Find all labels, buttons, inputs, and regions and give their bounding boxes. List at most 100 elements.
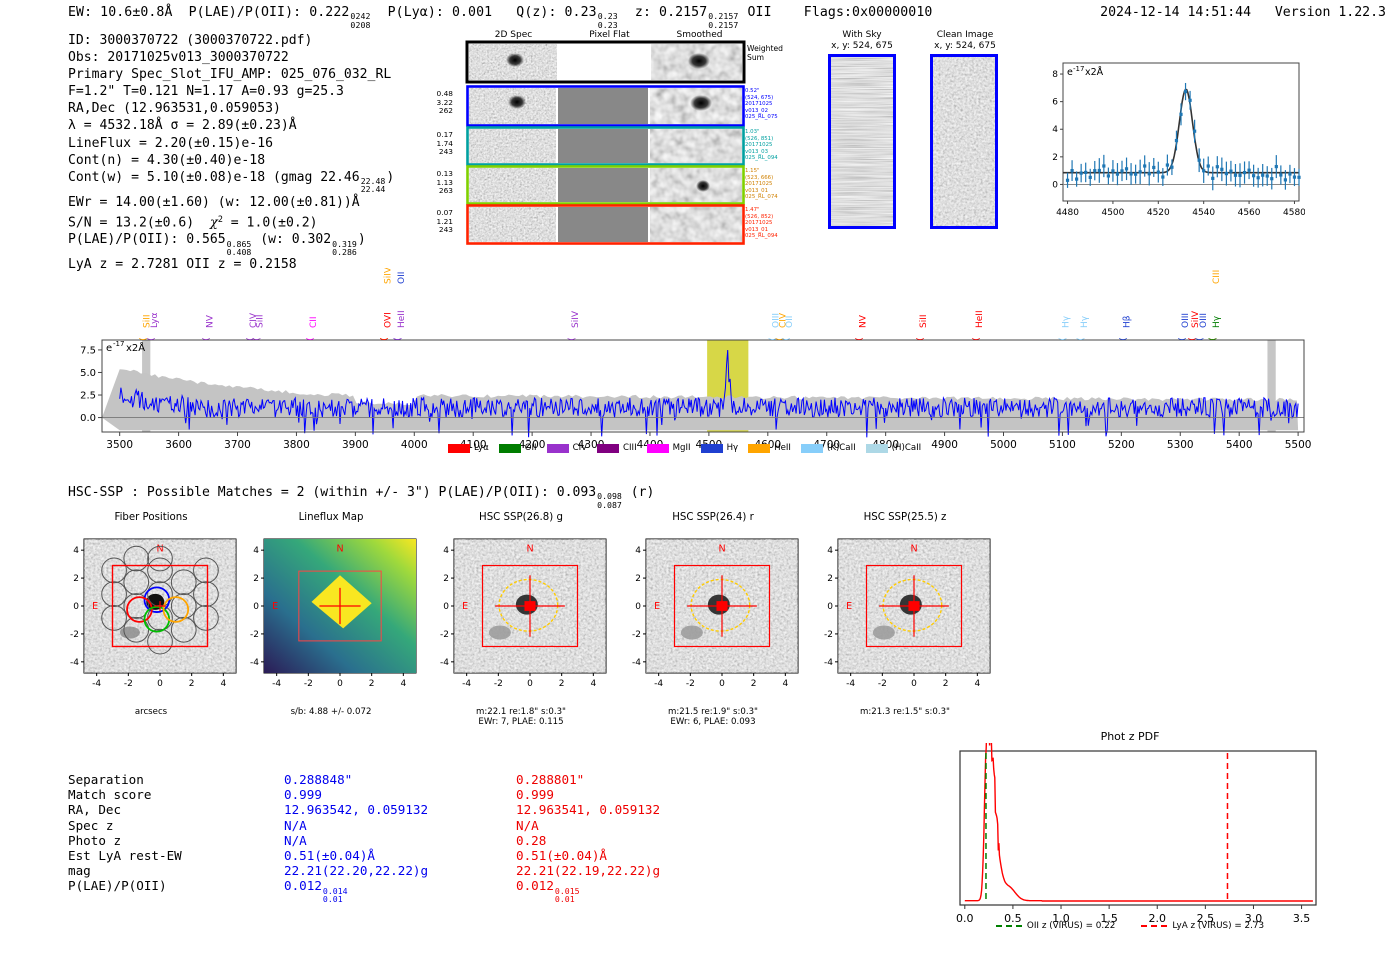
legend-label: MgII: [672, 443, 691, 453]
legend-item-hcaii: (H)CaII: [865, 443, 922, 453]
legend-label: (H)CaII: [891, 443, 922, 453]
svg-text:-4: -4: [440, 658, 449, 668]
svg-text:(: (: [782, 337, 792, 341]
header-flags: Flags:0x00000010: [803, 5, 933, 20]
svg-text:CIV: CIV: [779, 312, 789, 328]
svg-text:2.5: 2.5: [80, 391, 96, 402]
lineflux-map-title: Lineflux Map: [298, 512, 364, 523]
match-row-value-2: N/A: [516, 817, 539, 833]
svg-text:4: 4: [1052, 125, 1058, 135]
svg-text:-2: -2: [124, 679, 133, 689]
svg-text:5200: 5200: [1108, 439, 1135, 451]
svg-text:5000: 5000: [990, 439, 1017, 451]
spec2d-row-4: [466, 204, 745, 245]
match-table-row: Photo z N/A 0.28: [68, 833, 660, 848]
svg-text:4580: 4580: [1283, 208, 1305, 218]
svg-text:0: 0: [157, 679, 163, 689]
svg-text:(: (: [139, 337, 149, 341]
svg-text:(: (: [380, 337, 390, 341]
emission-line-plot: 4480 4500 4520 4540 4560 4580 0 2 4 6 8 e -17 x2Å: [1033, 55, 1306, 225]
svg-text:E: E: [846, 601, 852, 612]
spec2d-left-labels-1: 0.48 3.22 262: [436, 89, 453, 116]
svg-text:-2: -2: [70, 630, 79, 640]
info-redshifts: LyA z = 2.7281 OII z = 0.2158: [68, 257, 297, 273]
hsc-ssp-heading: HSC-SSP : Possible Matches = 2 (within +…: [68, 485, 655, 510]
match-row-label: Est LyA rest-EW: [68, 848, 182, 864]
header-version: Version 1.22.3: [1274, 5, 1386, 20]
legend-item-ciii: CIII: [597, 443, 637, 453]
svg-text:4: 4: [73, 546, 79, 556]
spec2d-left-labels-4: 0.07 1.21 243: [436, 208, 453, 235]
svg-text:Hγ: Hγ: [1080, 315, 1090, 328]
svg-text:0: 0: [827, 602, 833, 612]
header-qz: Q(z): 0.23: [516, 5, 597, 20]
svg-text:4: 4: [253, 546, 259, 556]
header-plae-value: 0.222: [309, 5, 350, 20]
svg-text:3500: 3500: [106, 439, 133, 451]
with-sky-title: With Sky: [842, 30, 882, 40]
svg-text:CII: CII: [309, 316, 319, 328]
svg-text:0: 0: [73, 602, 79, 612]
svg-text:(: (: [1077, 337, 1087, 341]
header-plya: P(Lyα): 0.001: [387, 5, 493, 20]
full-spectrum-plot: 3500360037003800390040004100420043004400…: [62, 266, 1312, 468]
fiber-positions-xlabel: arcsecs: [134, 707, 168, 717]
cutout-clean-image: Clean Image x, y: 524, 675: [918, 30, 1012, 233]
svg-text:(: (: [855, 337, 865, 341]
header-ew: EW: 10.6±0.8Å: [68, 5, 173, 20]
info-lineflux: LineFlux = 2.20(±0.15)e-16: [68, 135, 273, 151]
cutout-hsc-z: HSC SSP(25.5) z -4 -4 -2 -2 0 0 2 2 4 4 N E m:21.3 …: [812, 512, 998, 717]
svg-text:CIV: CIV: [249, 312, 259, 328]
svg-text:4: 4: [400, 679, 406, 689]
svg-text:2: 2: [1052, 153, 1058, 163]
svg-text:OIII: OIII: [1199, 313, 1209, 328]
svg-text:-4: -4: [250, 658, 259, 668]
svg-text:(: (: [1119, 337, 1129, 341]
match-row-label: mag: [68, 863, 91, 879]
svg-text:4: 4: [635, 546, 641, 556]
svg-text:NV: NV: [205, 314, 215, 328]
svg-text:7.5: 7.5: [80, 345, 96, 356]
svg-text:CIII: CIII: [1212, 270, 1222, 284]
cutout-fiber-positions: Fiber Positions -4 -4 -2 -2 0 0 2 2 4 4 N E arcsecs: [58, 512, 244, 717]
svg-text:4000: 4000: [401, 439, 428, 451]
svg-text:0: 0: [443, 602, 449, 612]
match-row-label: Match score: [68, 787, 152, 803]
svg-text:(: (: [147, 337, 157, 341]
header-qz-bounds: 0.23 0.23: [597, 11, 618, 30]
col-title-pixelflat: Pixel Flat: [589, 30, 630, 40]
info-primary-spec: Primary Spec_Slot_IFU_AMP: 025_076_032_R…: [68, 67, 392, 83]
svg-text:4520: 4520: [1147, 208, 1170, 218]
header-z: z: 0.2157: [634, 5, 708, 20]
hsc-g-sub1: m:22.1 re:1.8" s:0.3": [475, 707, 566, 717]
svg-text:5100: 5100: [1049, 439, 1076, 451]
hsc-g-title: HSC SSP(26.8) g: [479, 512, 563, 523]
svg-text:0: 0: [635, 602, 641, 612]
svg-text:Lyα: Lyα: [150, 312, 160, 328]
spec2d-left-labels-2: 0.17 1.74 243: [436, 130, 453, 157]
info-sn-chi2: S/N = 13.2(±0.6) χ2 = 1.0(±0.2): [68, 213, 318, 231]
clean-image-title: Clean Image: [936, 30, 994, 40]
legend-label: Lyα: [474, 443, 489, 453]
spec2d-row-weighted: [465, 40, 746, 84]
svg-text:2: 2: [443, 574, 449, 584]
svg-text:-2: -2: [250, 630, 259, 640]
legend-swatch: [865, 443, 888, 453]
svg-text:0: 0: [911, 679, 917, 689]
header-plae-bounds: 0242 0208: [350, 11, 371, 30]
svg-text:E: E: [462, 601, 468, 612]
weighted-sum-label: Weighted Sum: [747, 44, 783, 62]
svg-text:4: 4: [443, 546, 449, 556]
svg-text:-4: -4: [462, 679, 471, 689]
svg-text:E: E: [654, 601, 660, 612]
clean-image-coords: x, y: 524, 675: [934, 41, 996, 51]
svg-text:0: 0: [253, 602, 259, 612]
svg-text:x2Å: x2Å: [126, 341, 145, 354]
spec2d-right-labels-4: 1.47" (526, 852) 20171025 v013_01 025_RL_094: [745, 207, 778, 240]
svg-text:0: 0: [1052, 180, 1058, 190]
svg-text:NV: NV: [858, 314, 868, 328]
svg-text:e: e: [106, 343, 112, 354]
svg-text:4480: 4480: [1056, 208, 1079, 218]
header-z-species: OII: [747, 5, 772, 20]
svg-text:-2: -2: [440, 630, 449, 640]
